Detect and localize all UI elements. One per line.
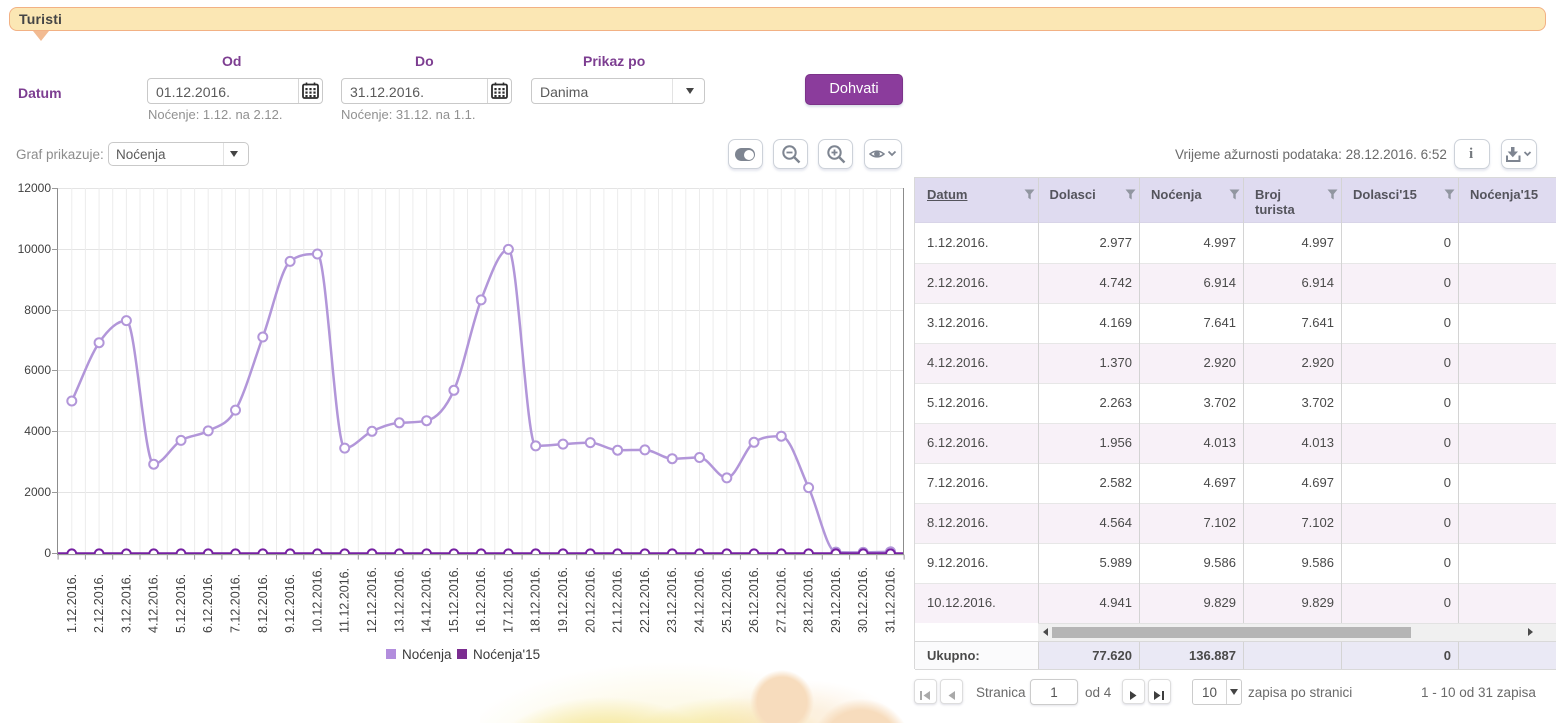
svg-text:4000: 4000 <box>24 424 51 438</box>
svg-text:20.12.2016.: 20.12.2016. <box>583 567 597 633</box>
svg-text:23.12.2016.: 23.12.2016. <box>665 567 679 633</box>
svg-text:6.12.2016.: 6.12.2016. <box>201 574 215 633</box>
svg-text:26.12.2016.: 26.12.2016. <box>747 567 761 633</box>
svg-text:22.12.2016.: 22.12.2016. <box>638 567 652 633</box>
svg-text:1.12.2016.: 1.12.2016. <box>65 574 79 633</box>
svg-text:8000: 8000 <box>24 303 51 317</box>
svg-text:Noćenja: Noćenja <box>402 647 452 662</box>
svg-text:2000: 2000 <box>24 485 51 499</box>
svg-text:Noćenja'15: Noćenja'15 <box>473 647 540 662</box>
svg-text:0: 0 <box>44 546 51 560</box>
svg-text:16.12.2016.: 16.12.2016. <box>474 567 488 633</box>
svg-text:8.12.2016.: 8.12.2016. <box>256 574 270 633</box>
svg-text:4.12.2016.: 4.12.2016. <box>147 574 161 633</box>
svg-text:24.12.2016.: 24.12.2016. <box>693 567 707 633</box>
svg-text:14.12.2016.: 14.12.2016. <box>420 567 434 633</box>
svg-text:17.12.2016.: 17.12.2016. <box>501 567 515 633</box>
svg-text:7.12.2016.: 7.12.2016. <box>229 574 243 633</box>
svg-text:3.12.2016.: 3.12.2016. <box>119 574 133 633</box>
svg-text:19.12.2016.: 19.12.2016. <box>556 567 570 633</box>
svg-text:12000: 12000 <box>18 181 52 195</box>
svg-text:2.12.2016.: 2.12.2016. <box>92 574 106 633</box>
svg-text:31.12.2016.: 31.12.2016. <box>884 567 898 633</box>
svg-text:18.12.2016.: 18.12.2016. <box>529 567 543 633</box>
svg-text:15.12.2016.: 15.12.2016. <box>447 567 461 633</box>
svg-text:25.12.2016.: 25.12.2016. <box>720 567 734 633</box>
svg-text:28.12.2016.: 28.12.2016. <box>802 567 816 633</box>
svg-text:13.12.2016.: 13.12.2016. <box>392 567 406 633</box>
svg-text:30.12.2016.: 30.12.2016. <box>856 567 870 633</box>
svg-text:29.12.2016.: 29.12.2016. <box>829 567 843 633</box>
svg-text:9.12.2016.: 9.12.2016. <box>283 574 297 633</box>
svg-text:10000: 10000 <box>18 242 52 256</box>
svg-text:5.12.2016.: 5.12.2016. <box>174 574 188 633</box>
svg-text:6000: 6000 <box>24 363 51 377</box>
svg-text:10.12.2016.: 10.12.2016. <box>310 567 324 633</box>
svg-text:21.12.2016.: 21.12.2016. <box>611 567 625 633</box>
svg-text:11.12.2016.: 11.12.2016. <box>338 568 352 633</box>
svg-text:12.12.2016.: 12.12.2016. <box>365 567 379 633</box>
svg-text:27.12.2016.: 27.12.2016. <box>774 567 788 633</box>
